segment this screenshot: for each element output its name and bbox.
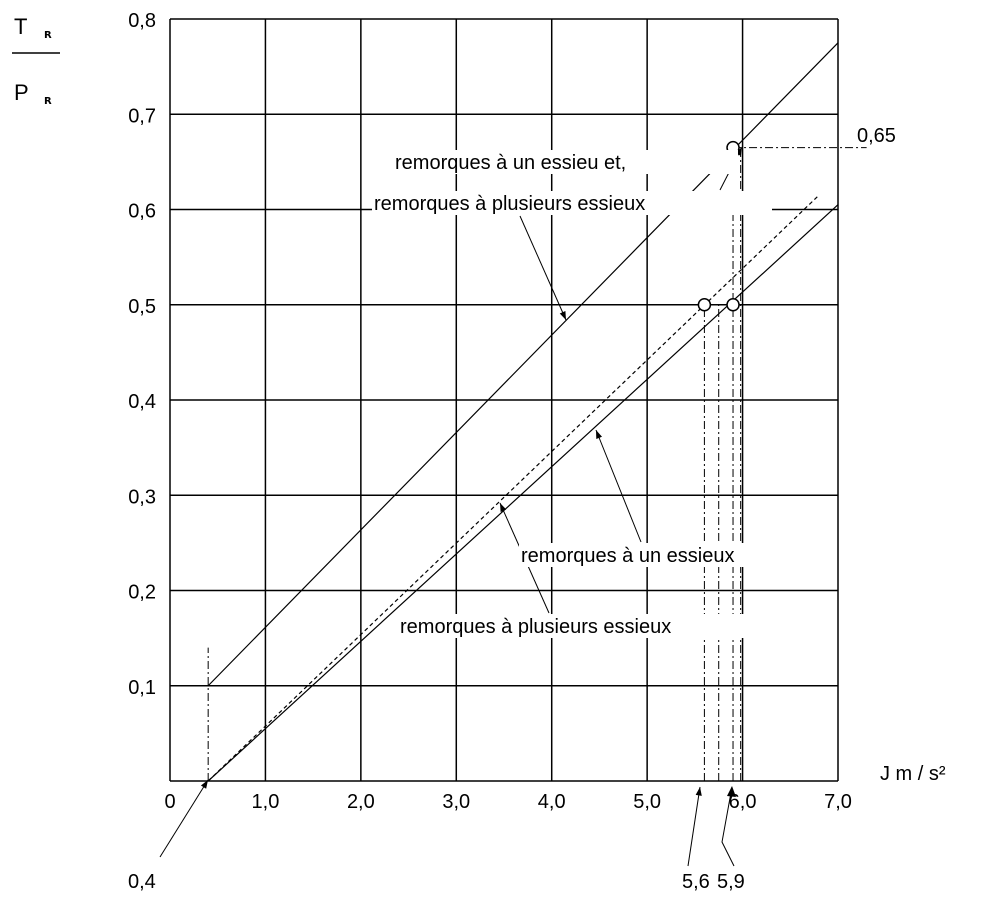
y-tick-label: 0,3	[128, 486, 156, 508]
x-tick-label: 5,0	[633, 791, 661, 813]
arrow-lower-dashed-head	[500, 503, 507, 512]
arrow-lower-solid-head	[596, 430, 603, 439]
label-0-4: 0,4	[128, 871, 156, 893]
annotation-arrows	[159, 146, 743, 867]
label-bg-upper-2	[372, 191, 772, 215]
y-label-top-sub: R	[44, 30, 52, 41]
data-point-marker	[697, 298, 712, 312]
y-label-bottom-sub: R	[44, 96, 52, 107]
arrow-5-9	[721, 786, 735, 867]
arrow-5-6-head	[695, 787, 702, 796]
y-label-bottom: P	[14, 80, 29, 105]
y-tick-label: 0,8	[128, 10, 156, 32]
x-tick-label: 4,0	[538, 791, 566, 813]
y-axis-label: T R P R	[12, 14, 60, 107]
arrow-lower-solid	[595, 429, 642, 543]
arrow-upper-line-head	[559, 311, 566, 320]
y-tick-label: 0,1	[128, 677, 156, 699]
x-tick-label: 7,0	[824, 791, 852, 813]
arrow-0-4	[159, 779, 209, 858]
tick-labels: 0 1,0 2,0 3,0 4,0 5,0 6,0 7,0 0,1 0,2 0,3 0,4 0,5 0,6…	[128, 10, 852, 813]
series-line-1	[207, 194, 820, 782]
y-tick-label: 0,2	[128, 582, 156, 604]
x-tick-label: 1,0	[252, 791, 280, 813]
x-tick-label: 3,0	[442, 791, 470, 813]
x-axis-label: J m / s²	[880, 763, 946, 785]
grid	[169, 18, 839, 782]
label-bg-lower-b	[398, 614, 798, 638]
label-upper-line-1: remorques à un essieu et,	[395, 152, 626, 174]
label-bg-upper-1	[392, 150, 738, 174]
y-tick-label: 0,7	[128, 105, 156, 127]
series-line-2	[207, 204, 839, 782]
arrow-0-4-head	[200, 780, 208, 789]
label-0-65: 0,65	[857, 125, 896, 147]
label-5-9: 5,9	[717, 871, 745, 893]
data-point-marker	[726, 298, 740, 312]
x-tick-label: 6,0	[729, 791, 757, 813]
label-upper-line-2: remorques à plusieurs essieux	[374, 193, 645, 215]
y-label-top: T	[14, 14, 27, 39]
arrow-5-9-head	[727, 786, 736, 797]
arrow-5-6	[687, 786, 701, 867]
label-lower-a: remorques à un essieux	[521, 545, 734, 567]
x-tick-label: 2,0	[347, 791, 375, 813]
y-tick-label: 0,5	[128, 296, 156, 318]
x-tick-label: 0	[164, 791, 175, 813]
label-lower-b: remorques à plusieurs essieux	[400, 616, 671, 638]
y-tick-label: 0,4	[128, 391, 156, 413]
label-bg-lower-a	[519, 543, 837, 567]
label-5-6: 5,6	[682, 871, 710, 893]
series-line-0	[207, 42, 839, 687]
arrow-upper-line	[519, 215, 567, 321]
y-tick-label: 0,6	[128, 201, 156, 223]
